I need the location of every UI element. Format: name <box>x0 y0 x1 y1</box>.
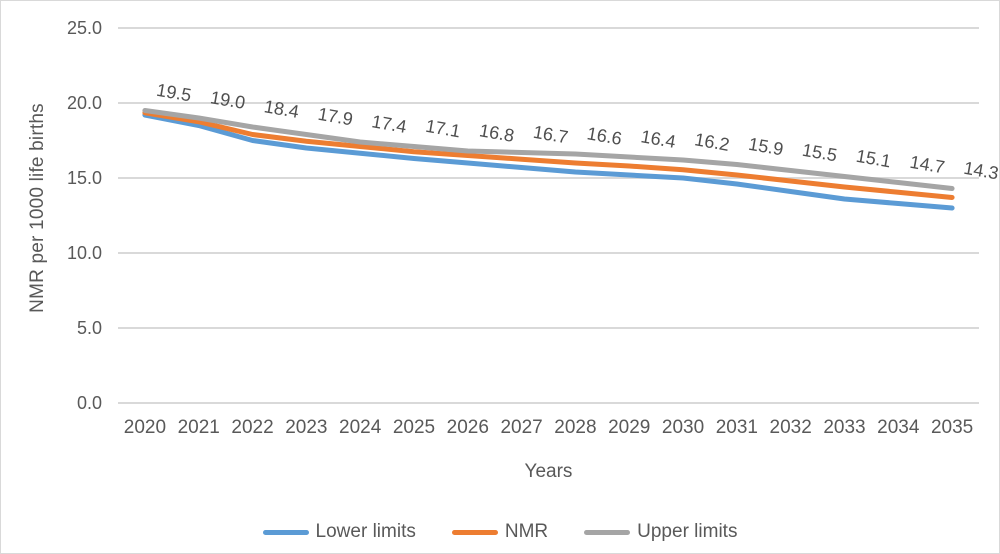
x-axis-tick-label: 2022 <box>231 417 273 438</box>
lower-limits-line-swatch-icon <box>262 529 309 535</box>
x-axis-title: Years <box>524 461 573 482</box>
x-axis-tick-label: 2033 <box>823 417 865 438</box>
legend-label: Lower limits <box>315 521 416 542</box>
data-label: 19.0 <box>209 87 247 113</box>
upper-limits-line-swatch-icon <box>584 529 631 535</box>
x-axis-tick-label: 2020 <box>124 417 166 438</box>
nmr-line-swatch-icon <box>451 529 498 535</box>
data-label: 16.7 <box>532 122 570 148</box>
legend-label: NMR <box>504 521 549 542</box>
x-axis-tick-label: 2030 <box>662 417 704 438</box>
data-label: 16.8 <box>478 120 516 146</box>
series-line-nmr <box>142 110 955 200</box>
data-label: 16.2 <box>693 129 731 155</box>
data-label: 17.4 <box>370 111 408 137</box>
x-axis-tick-label: 2023 <box>285 417 327 438</box>
data-label: 19.5 <box>155 80 193 106</box>
legend-item-upper-limits: Upper limits <box>584 521 737 543</box>
data-label: 16.4 <box>639 126 677 152</box>
legend-item-lower-limits: Lower limits <box>262 521 416 543</box>
y-axis-tick-label: 10.0 <box>67 243 102 263</box>
x-axis-tick-label: 2035 <box>931 417 973 438</box>
legend-label: Upper limits <box>637 521 738 542</box>
x-axis-tick-label: 2026 <box>447 417 489 438</box>
x-axis-tick-label: 2025 <box>393 417 435 438</box>
series-line-lower-limits <box>142 112 955 211</box>
data-label: 17.9 <box>316 104 354 130</box>
x-axis-tick-label: 2021 <box>178 417 220 438</box>
data-label: 17.1 <box>424 116 462 142</box>
y-axis-tick-label: 0.0 <box>77 393 102 413</box>
y-axis-tick-label: 20.0 <box>67 93 102 113</box>
data-label: 14.3 <box>962 158 1000 184</box>
data-label: 15.1 <box>855 146 893 172</box>
data-label: 15.9 <box>747 134 785 160</box>
data-label: 18.4 <box>263 96 301 122</box>
x-axis-tick-label: 2027 <box>500 417 542 438</box>
series-line-upper-limits <box>142 108 955 191</box>
data-label: 14.7 <box>908 152 946 178</box>
y-axis-tick-label: 5.0 <box>77 318 102 338</box>
data-label: 15.5 <box>801 140 839 166</box>
x-axis-tick-label: 2028 <box>554 417 596 438</box>
data-label: 16.6 <box>585 123 623 149</box>
legend: Lower limits NMR Upper limits <box>1 521 999 543</box>
y-axis-tick-label: 25.0 <box>67 18 102 38</box>
x-axis-tick-label: 2034 <box>877 417 920 438</box>
x-axis-tick-label: 2024 <box>339 417 382 438</box>
legend-item-nmr: NMR <box>451 521 549 543</box>
x-axis-tick-label: 2032 <box>770 417 812 438</box>
y-axis-title: NMR per 1000 life births <box>27 103 48 313</box>
x-axis-tick-label: 2029 <box>608 417 650 438</box>
x-axis-tick-label: 2031 <box>716 417 758 438</box>
y-axis-tick-label: 15.0 <box>67 168 102 188</box>
